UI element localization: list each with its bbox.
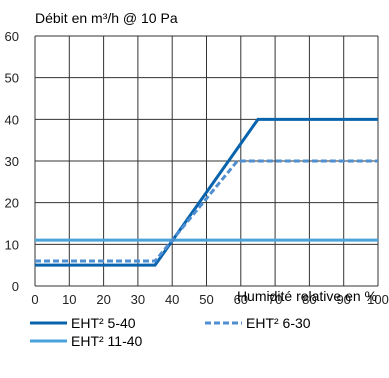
x-tick-label: 80 — [302, 292, 316, 307]
grid — [34, 35, 379, 287]
ticks: 0 10 20 30 40 50 60 0 10 20 30 40 50 60 70 80 90 100 — [5, 29, 389, 307]
series-layer — [35, 117, 378, 267]
legend: EHT² 5-40 EHT² 11-40 EHT² 6-30 — [30, 315, 311, 349]
y-tick-label: 10 — [5, 237, 19, 252]
x-tick-label: 20 — [96, 292, 110, 307]
x-axis-label: Humidité relative en % — [237, 288, 377, 304]
x-tick-label: 70 — [268, 292, 282, 307]
legend-label-2: EHT² 6-30 — [246, 315, 311, 331]
x-tick-label: 30 — [131, 292, 145, 307]
x-tick-label: 0 — [31, 292, 38, 307]
y-tick-label: 20 — [5, 196, 19, 211]
x-tick-label: 100 — [367, 292, 389, 307]
series-line-2 — [35, 159, 378, 263]
y-tick-label: 50 — [5, 71, 19, 86]
y-tick-label: 60 — [5, 29, 19, 44]
x-tick-label: 40 — [165, 292, 179, 307]
x-tick-label: 50 — [199, 292, 213, 307]
x-tick-label: 90 — [336, 292, 350, 307]
y-tick-label: 0 — [12, 279, 19, 294]
legend-label-1: EHT² 11-40 — [71, 333, 143, 349]
series-line-0 — [35, 117, 378, 267]
y-tick-label: 40 — [5, 112, 19, 127]
y-tick-label: 30 — [5, 154, 19, 169]
chart-title: Débit en m³/h @ 10 Pa — [35, 10, 178, 26]
x-tick-label: 60 — [234, 292, 248, 307]
legend-label-0: EHT² 5-40 — [71, 315, 136, 331]
x-tick-label: 10 — [62, 292, 76, 307]
